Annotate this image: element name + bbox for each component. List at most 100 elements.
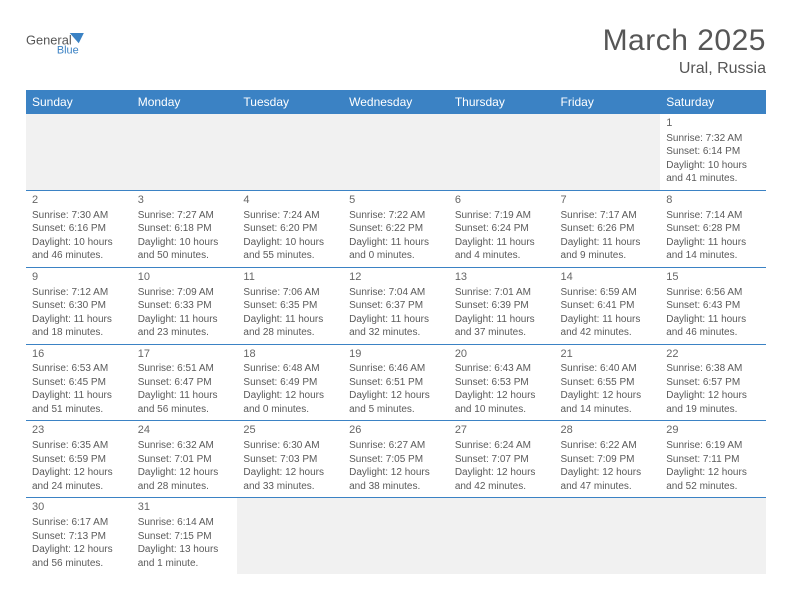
location: Ural, Russia (603, 60, 766, 78)
sunset-text: Sunset: 7:07 PM (455, 453, 549, 467)
sunrise-text: Sunrise: 6:27 AM (349, 439, 443, 453)
weekday-header: Wednesday (343, 90, 449, 114)
sunrise-text: Sunrise: 6:38 AM (666, 362, 760, 376)
sunrise-text: Sunrise: 6:53 AM (32, 362, 126, 376)
sunset-text: Sunset: 6:24 PM (455, 222, 549, 236)
day-number: 3 (138, 193, 232, 208)
calendar-cell: 29Sunrise: 6:19 AMSunset: 7:11 PMDayligh… (660, 421, 766, 498)
sunrise-text: Sunrise: 7:06 AM (243, 286, 337, 300)
calendar-table: Sunday Monday Tuesday Wednesday Thursday… (26, 90, 766, 574)
sunrise-text: Sunrise: 7:22 AM (349, 209, 443, 223)
sunrise-text: Sunrise: 6:46 AM (349, 362, 443, 376)
daylight-text: Daylight: 11 hours and 0 minutes. (349, 236, 443, 263)
calendar-cell (132, 114, 238, 190)
calendar-cell: 25Sunrise: 6:30 AMSunset: 7:03 PMDayligh… (237, 421, 343, 498)
calendar-cell: 3Sunrise: 7:27 AMSunset: 6:18 PMDaylight… (132, 190, 238, 267)
sunset-text: Sunset: 7:11 PM (666, 453, 760, 467)
sunrise-text: Sunrise: 6:59 AM (561, 286, 655, 300)
sunrise-text: Sunrise: 7:01 AM (455, 286, 549, 300)
sunset-text: Sunset: 6:53 PM (455, 376, 549, 390)
weekday-header: Sunday (26, 90, 132, 114)
sunset-text: Sunset: 7:05 PM (349, 453, 443, 467)
sunrise-text: Sunrise: 6:48 AM (243, 362, 337, 376)
sunset-text: Sunset: 6:28 PM (666, 222, 760, 236)
logo-sail-icon (70, 33, 84, 43)
sunrise-text: Sunrise: 6:19 AM (666, 439, 760, 453)
day-number: 27 (455, 423, 549, 438)
day-number: 28 (561, 423, 655, 438)
daylight-text: Daylight: 11 hours and 42 minutes. (561, 313, 655, 340)
daylight-text: Daylight: 11 hours and 23 minutes. (138, 313, 232, 340)
day-number: 22 (666, 347, 760, 362)
sunrise-text: Sunrise: 7:04 AM (349, 286, 443, 300)
calendar-cell: 23Sunrise: 6:35 AMSunset: 6:59 PMDayligh… (26, 421, 132, 498)
calendar-cell: 1Sunrise: 7:32 AMSunset: 6:14 PMDaylight… (660, 114, 766, 190)
calendar-cell: 4Sunrise: 7:24 AMSunset: 6:20 PMDaylight… (237, 190, 343, 267)
day-number: 10 (138, 270, 232, 285)
calendar-cell: 30Sunrise: 6:17 AMSunset: 7:13 PMDayligh… (26, 498, 132, 574)
daylight-text: Daylight: 12 hours and 5 minutes. (349, 389, 443, 416)
sunrise-text: Sunrise: 6:22 AM (561, 439, 655, 453)
calendar-body: 1Sunrise: 7:32 AMSunset: 6:14 PMDaylight… (26, 114, 766, 574)
calendar-cell: 21Sunrise: 6:40 AMSunset: 6:55 PMDayligh… (555, 344, 661, 421)
day-number: 1 (666, 116, 760, 131)
sunset-text: Sunset: 6:18 PM (138, 222, 232, 236)
sunset-text: Sunset: 6:59 PM (32, 453, 126, 467)
sunrise-text: Sunrise: 7:27 AM (138, 209, 232, 223)
sunrise-text: Sunrise: 6:35 AM (32, 439, 126, 453)
calendar-cell (343, 498, 449, 574)
calendar-cell: 2Sunrise: 7:30 AMSunset: 6:16 PMDaylight… (26, 190, 132, 267)
calendar-cell: 17Sunrise: 6:51 AMSunset: 6:47 PMDayligh… (132, 344, 238, 421)
sunrise-text: Sunrise: 6:43 AM (455, 362, 549, 376)
calendar-cell: 6Sunrise: 7:19 AMSunset: 6:24 PMDaylight… (449, 190, 555, 267)
daylight-text: Daylight: 10 hours and 41 minutes. (666, 159, 760, 186)
calendar-cell: 28Sunrise: 6:22 AMSunset: 7:09 PMDayligh… (555, 421, 661, 498)
sunset-text: Sunset: 7:09 PM (561, 453, 655, 467)
day-number: 6 (455, 193, 549, 208)
day-number: 17 (138, 347, 232, 362)
daylight-text: Daylight: 11 hours and 56 minutes. (138, 389, 232, 416)
sunrise-text: Sunrise: 7:14 AM (666, 209, 760, 223)
sunset-text: Sunset: 6:57 PM (666, 376, 760, 390)
daylight-text: Daylight: 12 hours and 14 minutes. (561, 389, 655, 416)
day-number: 16 (32, 347, 126, 362)
day-number: 30 (32, 500, 126, 515)
daylight-text: Daylight: 11 hours and 46 minutes. (666, 313, 760, 340)
calendar-row: 23Sunrise: 6:35 AMSunset: 6:59 PMDayligh… (26, 421, 766, 498)
sunrise-text: Sunrise: 6:40 AM (561, 362, 655, 376)
sunset-text: Sunset: 6:41 PM (561, 299, 655, 313)
logo: General Blue (26, 26, 116, 58)
daylight-text: Daylight: 11 hours and 51 minutes. (32, 389, 126, 416)
weekday-header: Monday (132, 90, 238, 114)
calendar-cell: 10Sunrise: 7:09 AMSunset: 6:33 PMDayligh… (132, 267, 238, 344)
sunset-text: Sunset: 6:16 PM (32, 222, 126, 236)
sunrise-text: Sunrise: 7:30 AM (32, 209, 126, 223)
sunrise-text: Sunrise: 7:32 AM (666, 132, 760, 146)
page: General Blue March 2025 Ural, Russia Sun… (0, 0, 792, 574)
daylight-text: Daylight: 10 hours and 50 minutes. (138, 236, 232, 263)
logo-icon: General Blue (26, 26, 116, 58)
daylight-text: Daylight: 10 hours and 55 minutes. (243, 236, 337, 263)
day-number: 21 (561, 347, 655, 362)
sunset-text: Sunset: 6:30 PM (32, 299, 126, 313)
sunset-text: Sunset: 6:26 PM (561, 222, 655, 236)
calendar-cell: 7Sunrise: 7:17 AMSunset: 6:26 PMDaylight… (555, 190, 661, 267)
logo-text-2: Blue (57, 45, 79, 57)
day-number: 4 (243, 193, 337, 208)
daylight-text: Daylight: 12 hours and 0 minutes. (243, 389, 337, 416)
daylight-text: Daylight: 12 hours and 42 minutes. (455, 466, 549, 493)
day-number: 31 (138, 500, 232, 515)
sunset-text: Sunset: 6:39 PM (455, 299, 549, 313)
calendar-cell: 14Sunrise: 6:59 AMSunset: 6:41 PMDayligh… (555, 267, 661, 344)
calendar-cell: 26Sunrise: 6:27 AMSunset: 7:05 PMDayligh… (343, 421, 449, 498)
sunrise-text: Sunrise: 6:32 AM (138, 439, 232, 453)
day-number: 13 (455, 270, 549, 285)
sunset-text: Sunset: 6:47 PM (138, 376, 232, 390)
day-number: 5 (349, 193, 443, 208)
daylight-text: Daylight: 12 hours and 10 minutes. (455, 389, 549, 416)
daylight-text: Daylight: 11 hours and 9 minutes. (561, 236, 655, 263)
calendar-cell: 13Sunrise: 7:01 AMSunset: 6:39 PMDayligh… (449, 267, 555, 344)
calendar-row: 1Sunrise: 7:32 AMSunset: 6:14 PMDaylight… (26, 114, 766, 190)
sunset-text: Sunset: 6:22 PM (349, 222, 443, 236)
calendar-cell (237, 498, 343, 574)
